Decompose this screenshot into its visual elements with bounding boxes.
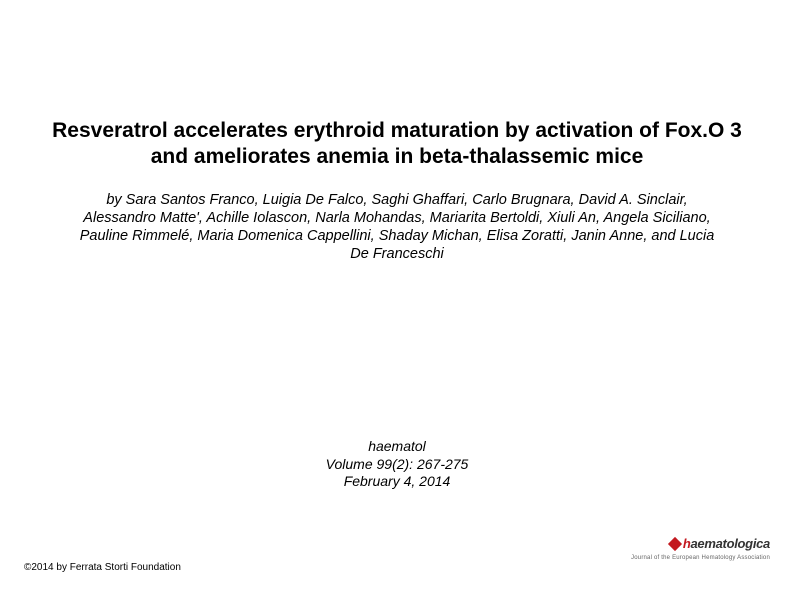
author-list: by Sara Santos Franco, Luigia De Falco, … bbox=[70, 191, 724, 264]
journal-name: haematol bbox=[0, 438, 794, 456]
journal-logo: haematologica bbox=[670, 536, 770, 551]
logo-diamond-icon bbox=[668, 536, 682, 550]
logo-prefix: h bbox=[683, 536, 691, 551]
publication-date: February 4, 2014 bbox=[0, 473, 794, 491]
copyright-notice: ©2014 by Ferrata Storti Foundation bbox=[24, 562, 181, 573]
citation-block: haematol Volume 99(2): 267-275 February … bbox=[0, 438, 794, 491]
volume-info: Volume 99(2): 267-275 bbox=[0, 456, 794, 474]
logo-rest: aematologica bbox=[691, 536, 771, 551]
logo-subtitle: Journal of the European Hematology Assoc… bbox=[631, 555, 770, 561]
logo-text: haematologica bbox=[683, 536, 770, 551]
paper-title: Resveratrol accelerates erythroid matura… bbox=[50, 118, 744, 171]
